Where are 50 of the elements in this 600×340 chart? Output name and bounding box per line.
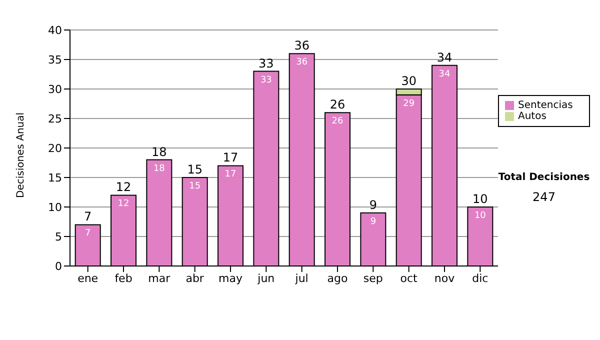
data-label: 17 [224, 170, 236, 180]
y-tick-label: 20 [48, 142, 62, 155]
data-label: 29 [403, 98, 415, 109]
x-tick-label: mar [148, 272, 171, 285]
y-axis-title: Decisiones Anual [16, 112, 27, 198]
y-tick-label: 5 [55, 230, 62, 244]
data-label: 15 [189, 182, 201, 192]
total-label: 36 [294, 38, 310, 53]
total-label: 34 [436, 50, 452, 64]
total-label: 18 [152, 144, 167, 159]
total-label: 15 [187, 162, 202, 176]
data-label: 12 [118, 199, 130, 210]
y-tick-label: 15 [48, 171, 62, 184]
data-label: 34 [438, 69, 451, 80]
data-label: 36 [296, 58, 308, 68]
x-tick-label: abr [186, 272, 204, 285]
x-tick-label: oct [400, 272, 418, 285]
data-label: 33 [260, 75, 272, 86]
data-label: 9 [370, 216, 376, 227]
text: 247 [532, 190, 556, 204]
x-tick-label: dic [472, 272, 488, 285]
text: Total Decisiones [497, 172, 591, 183]
legend-label: Sentencias [518, 100, 573, 111]
x-tick-label: ago [327, 272, 348, 285]
x-tick-label: jul [294, 272, 308, 285]
x-tick-label: feb [114, 272, 132, 285]
x-tick-label: nov [434, 272, 456, 285]
y-tick-label: 40 [48, 24, 62, 37]
x-tick-label: jun [256, 272, 275, 285]
total-label: 7 [84, 210, 92, 224]
y-tick-label: 30 [48, 82, 62, 96]
total-label: 33 [258, 56, 274, 70]
x-tick-label: may [218, 272, 243, 285]
data-label: 26 [332, 116, 344, 127]
data-label: 18 [153, 164, 166, 174]
total-label: 10 [472, 192, 488, 206]
legend-label: Autos [518, 111, 546, 122]
data-label: 10 [474, 211, 486, 221]
y-tick-label: 10 [48, 200, 62, 214]
y-tick-label: 25 [48, 112, 62, 126]
y-tick-label: 0 [55, 260, 62, 273]
x-tick-label: ene [78, 272, 98, 285]
total-label: 17 [222, 150, 238, 165]
total-label: 30 [401, 74, 416, 88]
total-label: 12 [116, 180, 132, 194]
total-label: 26 [330, 98, 346, 112]
total-label: 9 [369, 198, 378, 212]
data-label: 7 [84, 228, 91, 239]
x-tick-label: sep [363, 272, 383, 285]
y-tick-label: 35 [48, 53, 62, 66]
